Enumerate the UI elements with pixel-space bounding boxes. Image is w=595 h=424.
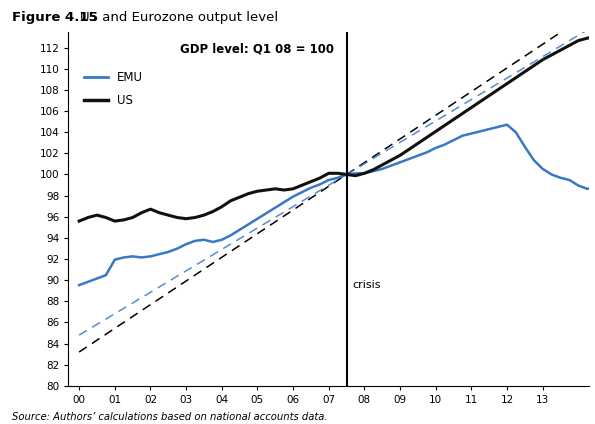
Text: Figure 4.15: Figure 4.15 (12, 11, 98, 24)
Text: US and Eurozone output level: US and Eurozone output level (80, 11, 278, 24)
Legend: EMU, US: EMU, US (80, 66, 148, 112)
Text: crisis: crisis (352, 280, 380, 290)
Text: GDP level: Q1 08 = 100: GDP level: Q1 08 = 100 (180, 42, 334, 56)
Text: Source: Authors’ calculations based on national accounts data.: Source: Authors’ calculations based on n… (12, 412, 327, 422)
